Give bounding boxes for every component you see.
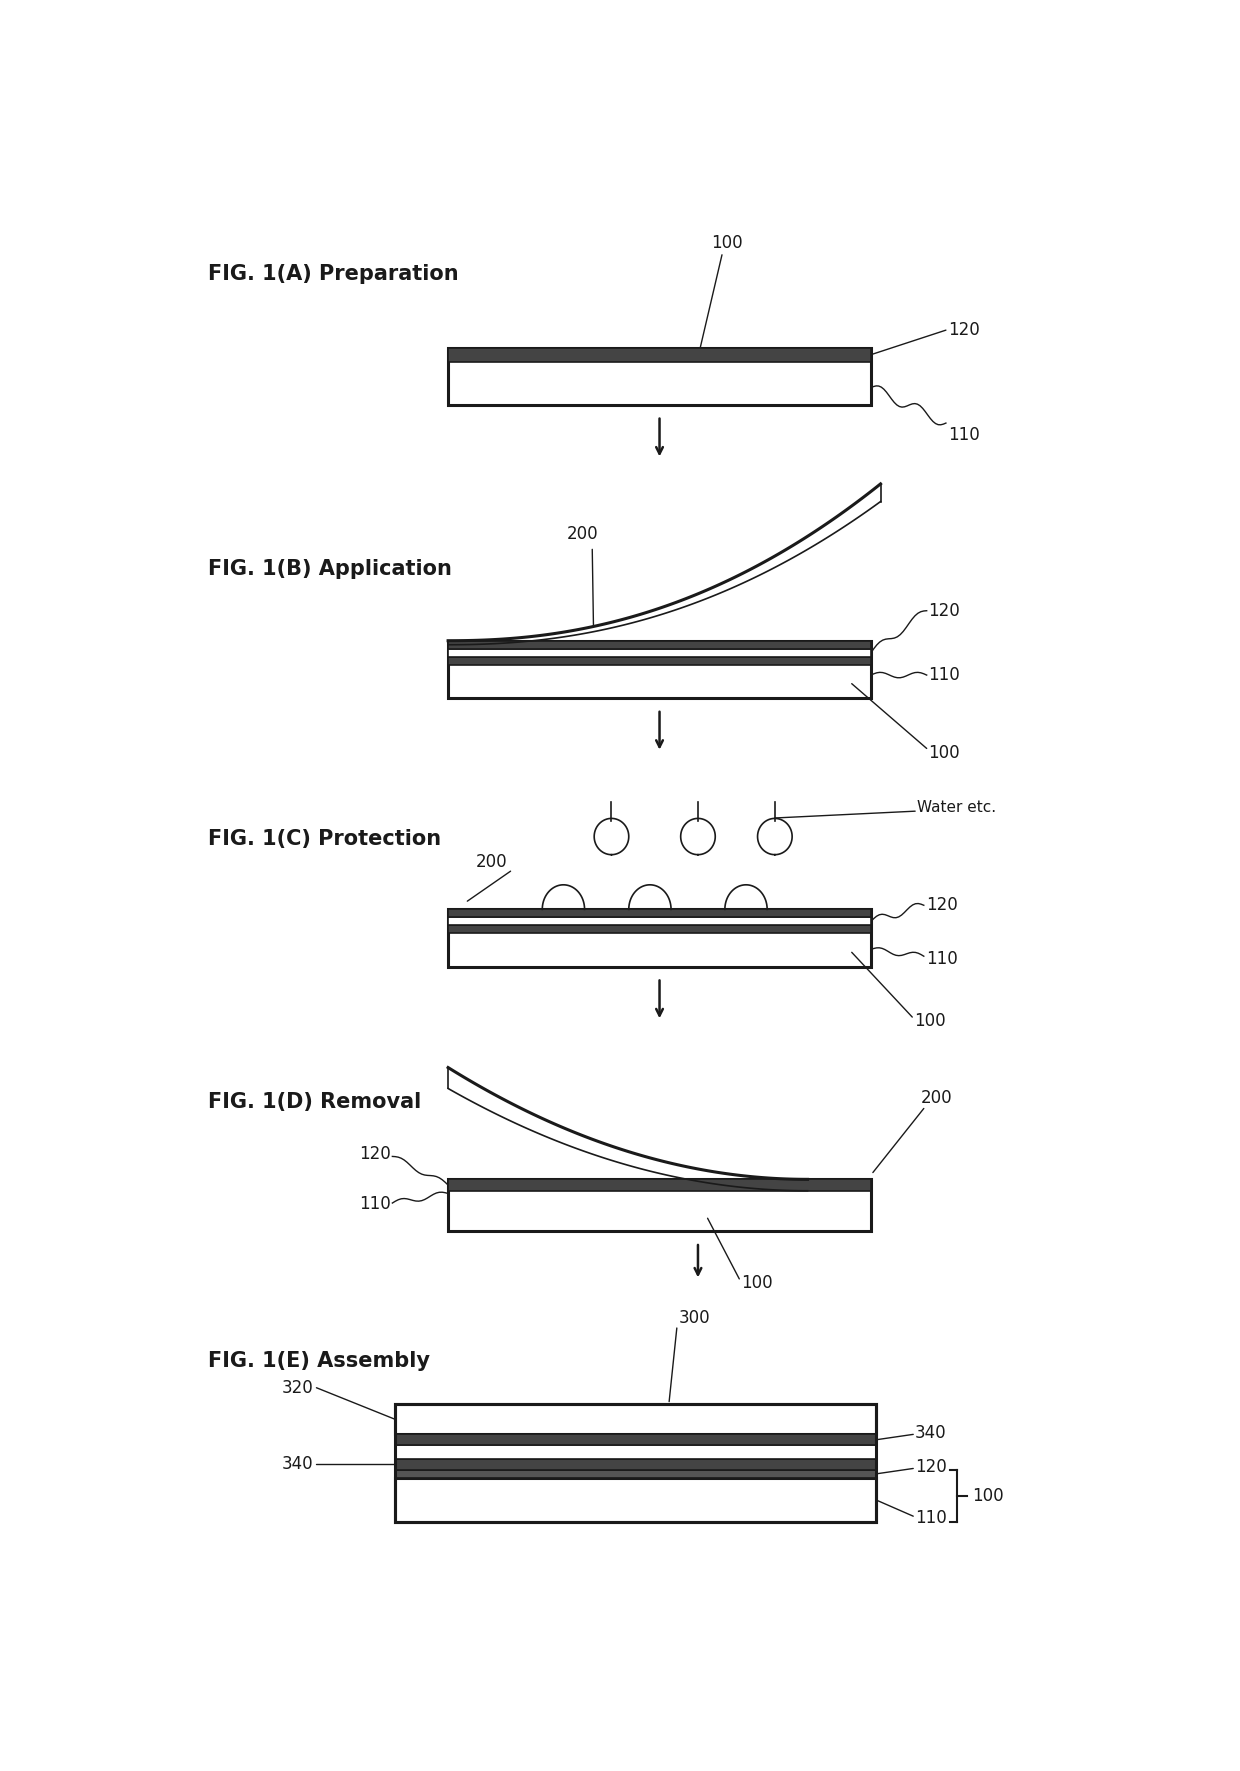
Bar xyxy=(448,347,870,361)
Text: 100: 100 xyxy=(929,744,960,762)
Text: 200: 200 xyxy=(567,524,599,542)
Bar xyxy=(448,641,870,648)
Text: 100: 100 xyxy=(711,234,743,251)
Text: 300: 300 xyxy=(678,1309,711,1326)
Bar xyxy=(448,926,870,933)
Text: 200: 200 xyxy=(475,852,507,871)
Bar xyxy=(396,1404,875,1435)
Bar xyxy=(448,657,870,664)
Text: 110: 110 xyxy=(915,1509,947,1527)
Bar xyxy=(396,1470,875,1479)
Bar xyxy=(448,1179,870,1190)
Text: 110: 110 xyxy=(929,666,960,684)
Bar xyxy=(448,641,870,698)
Text: FIG. 1(C) Protection: FIG. 1(C) Protection xyxy=(208,829,441,848)
Text: 340: 340 xyxy=(281,1456,314,1473)
Bar xyxy=(448,909,870,967)
Text: 120: 120 xyxy=(926,896,957,914)
Bar xyxy=(448,347,870,406)
Text: 120: 120 xyxy=(947,321,980,338)
Text: 120: 120 xyxy=(358,1144,391,1164)
Text: 110: 110 xyxy=(926,949,957,969)
Text: 100: 100 xyxy=(914,1013,946,1031)
Text: 100: 100 xyxy=(972,1486,1003,1505)
Bar xyxy=(396,1479,875,1521)
Text: FIG. 1(E) Assembly: FIG. 1(E) Assembly xyxy=(208,1351,430,1371)
Bar xyxy=(396,1404,875,1521)
Text: 100: 100 xyxy=(742,1273,773,1293)
Bar xyxy=(396,1445,875,1459)
Bar xyxy=(448,909,870,917)
Text: 320: 320 xyxy=(281,1380,314,1397)
Text: 110: 110 xyxy=(947,425,980,445)
Text: FIG. 1(A) Preparation: FIG. 1(A) Preparation xyxy=(208,264,459,285)
Bar xyxy=(396,1459,875,1470)
Bar xyxy=(448,917,870,926)
Text: FIG. 1(B) Application: FIG. 1(B) Application xyxy=(208,560,451,579)
Text: 120: 120 xyxy=(929,602,960,620)
Text: 200: 200 xyxy=(921,1089,952,1107)
Text: Water etc.: Water etc. xyxy=(918,799,996,815)
Bar xyxy=(396,1435,875,1445)
Text: 110: 110 xyxy=(358,1195,391,1213)
Text: 340: 340 xyxy=(915,1424,947,1442)
Text: 120: 120 xyxy=(915,1458,947,1475)
Bar xyxy=(448,648,870,657)
Text: FIG. 1(D) Removal: FIG. 1(D) Removal xyxy=(208,1093,422,1112)
Bar xyxy=(448,1179,870,1231)
